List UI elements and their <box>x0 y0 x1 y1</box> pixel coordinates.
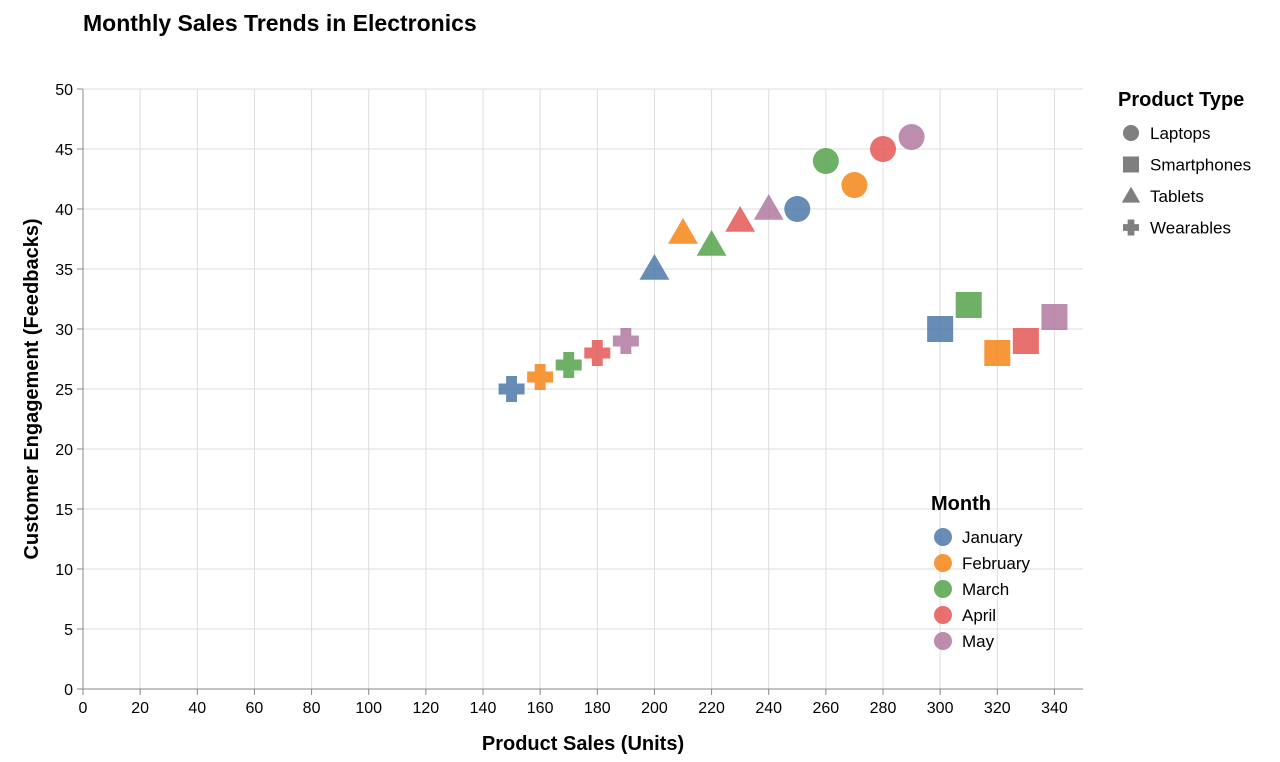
x-tick-label: 180 <box>584 700 611 717</box>
point-may-smartphones <box>1041 304 1068 330</box>
y-tick-label: 25 <box>55 382 73 399</box>
x-tick-label: 200 <box>641 700 668 717</box>
product-type-legend: Product Type Laptops Smartphones Tablets We… <box>1118 89 1251 238</box>
point-february-smartphones <box>984 340 1011 366</box>
legend-wearables-label: Wearables <box>1150 219 1231 238</box>
point-march-wearables <box>555 352 582 378</box>
point-march-laptops <box>812 148 839 174</box>
grid-lines <box>82 88 1083 690</box>
x-tick-label: 80 <box>303 700 321 717</box>
legend-laptops-symbol <box>1123 125 1139 141</box>
x-tick-label: 120 <box>413 700 440 717</box>
x-tick-label: 240 <box>755 700 782 717</box>
y-tick-label: 45 <box>55 142 73 159</box>
point-may-laptops <box>898 124 925 150</box>
legend-february-swatch <box>934 554 952 572</box>
x-tick-label: 340 <box>1041 700 1068 717</box>
point-april-laptops <box>870 136 896 162</box>
point-may-tablets <box>753 194 784 220</box>
month-legend-title: Month <box>931 493 991 515</box>
point-march-tablets <box>696 230 727 256</box>
data-points <box>498 124 1068 402</box>
x-tick-label: 40 <box>188 700 206 717</box>
x-tick-label: 220 <box>698 700 725 717</box>
x-tick-label: 60 <box>246 700 264 717</box>
point-january-laptops <box>784 196 811 222</box>
legend-smartphones-symbol <box>1123 156 1139 173</box>
y-tick-label: 5 <box>64 622 73 639</box>
point-april-tablets <box>725 206 756 232</box>
legend-april-label: April <box>962 606 996 625</box>
point-april-smartphones <box>1012 328 1039 354</box>
legend-smartphones-label: Smartphones <box>1150 156 1251 175</box>
point-may-wearables <box>612 328 639 354</box>
x-tick-label: 0 <box>79 700 88 717</box>
y-tick-label: 0 <box>64 682 73 699</box>
y-tick-label: 20 <box>55 442 73 459</box>
x-tick-label: 160 <box>527 700 554 717</box>
point-february-wearables <box>527 364 554 390</box>
legend-march-swatch <box>934 580 952 598</box>
x-tick-label: 300 <box>927 700 954 717</box>
legend-tablets-label: Tablets <box>1150 187 1204 206</box>
y-tick-label: 35 <box>55 262 73 279</box>
y-tick-label: 10 <box>55 562 73 579</box>
x-tick-label: 280 <box>870 700 897 717</box>
point-february-tablets <box>668 218 698 244</box>
y-axis-title: Customer Engagement (Feedbacks) <box>21 218 43 559</box>
legend-wearables-symbol <box>1123 219 1139 236</box>
axes: 0 20 40 60 80 100 120 140 160 180 200 220 240 260 280 3… <box>55 82 1083 717</box>
y-tick-label: 40 <box>55 202 73 219</box>
point-april-wearables <box>584 340 611 366</box>
point-march-smartphones <box>955 292 982 318</box>
point-february-laptops <box>841 172 868 198</box>
legend-laptops-label: Laptops <box>1150 124 1211 143</box>
legend-april-swatch <box>934 606 952 624</box>
point-january-smartphones <box>927 316 954 342</box>
chart-title: Monthly Sales Trends in Electronics <box>83 10 477 36</box>
legend-february-label: February <box>962 554 1031 573</box>
legend-may-swatch <box>934 632 952 650</box>
legend-march-label: March <box>962 580 1009 599</box>
x-tick-label: 100 <box>355 700 382 717</box>
point-january-tablets <box>639 254 670 280</box>
x-tick-label: 140 <box>470 700 497 717</box>
x-tick-label: 320 <box>984 700 1011 717</box>
y-tick-label: 30 <box>55 322 73 339</box>
month-legend: Month January February March April May <box>931 493 1031 651</box>
point-january-wearables <box>498 376 525 402</box>
legend-may-label: May <box>962 632 995 651</box>
x-tick-label: 260 <box>813 700 840 717</box>
legend-january-swatch <box>934 528 952 546</box>
y-tick-label: 50 <box>55 82 73 99</box>
y-tick-label: 15 <box>55 502 73 519</box>
legend-tablets-symbol <box>1121 186 1141 203</box>
x-tick-label: 20 <box>131 700 149 717</box>
legend-january-label: January <box>962 528 1023 547</box>
product-type-legend-title: Product Type <box>1118 89 1244 111</box>
x-axis-title: Product Sales (Units) <box>482 733 684 755</box>
